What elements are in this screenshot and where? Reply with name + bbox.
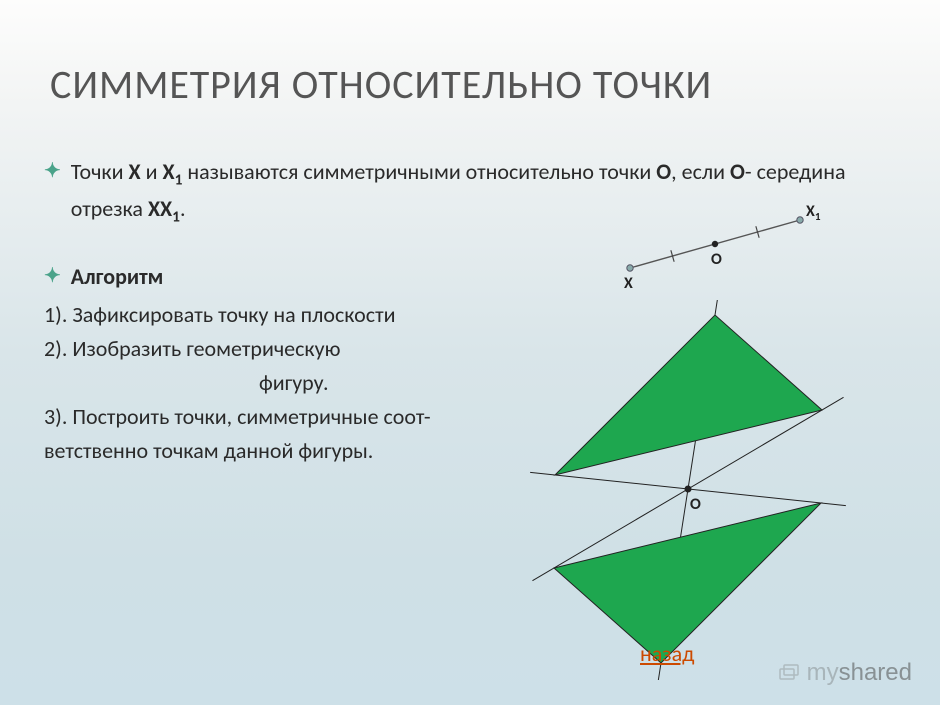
point-o	[712, 241, 718, 247]
triangles-svg	[430, 300, 940, 680]
slide: СИММЕТРИЯ ОТНОСИТЕЛЬНО ТОЧКИ ✦ Точки Х и…	[0, 0, 940, 705]
t: 1	[815, 210, 821, 224]
t: X	[806, 202, 815, 221]
back-link[interactable]: назад	[640, 640, 694, 667]
watermark-icon	[779, 664, 801, 682]
triangle-original	[555, 315, 822, 475]
t: Точки	[71, 158, 129, 185]
point-x1	[797, 217, 803, 223]
watermark: myshared	[779, 659, 912, 687]
t: shared	[839, 659, 912, 686]
t: Х	[128, 158, 140, 185]
t: , если	[671, 158, 730, 185]
diagram-triangles: O	[430, 300, 940, 640]
t: ХХ	[148, 195, 172, 222]
bullet-icon: ✦	[44, 155, 61, 187]
label-x: X	[624, 274, 633, 293]
point-x	[627, 265, 633, 271]
t: my	[807, 659, 839, 686]
center-point	[685, 486, 692, 493]
segment-svg	[600, 200, 860, 290]
bullet-icon: ✦	[44, 260, 61, 292]
t: и	[141, 158, 163, 185]
t: Х1	[162, 158, 182, 185]
t: называются симметричными относительно то…	[182, 158, 656, 185]
t: О	[730, 158, 745, 185]
slide-title: СИММЕТРИЯ ОТНОСИТЕЛЬНО ТОЧКИ	[50, 60, 910, 109]
t: myshared	[807, 659, 912, 687]
t: Х	[162, 158, 174, 185]
label-center: O	[690, 495, 701, 514]
t: 1	[172, 208, 180, 227]
triangle-image	[554, 503, 821, 663]
diagram-segment: X O X1	[600, 200, 860, 290]
label-x1: X1	[806, 202, 820, 224]
t: ХХ1	[148, 195, 180, 222]
t: .	[180, 195, 186, 222]
label-o: O	[711, 250, 722, 269]
t: О	[656, 158, 671, 185]
